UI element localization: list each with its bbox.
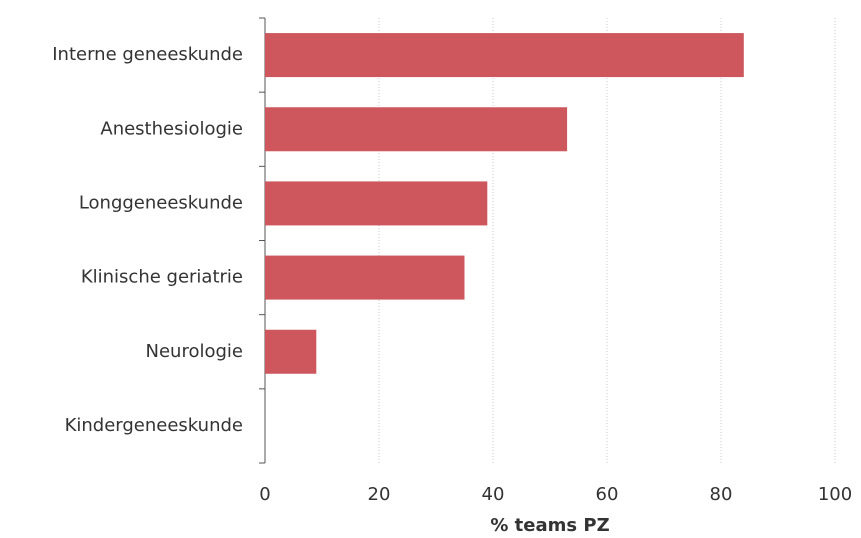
x-axis-title: % teams PZ xyxy=(490,515,609,536)
y-tick-label: Kindergeneeskunde xyxy=(65,415,243,436)
y-tick-label: Interne geneeskunde xyxy=(52,44,243,65)
x-tick-label: 100 xyxy=(818,484,852,505)
bar xyxy=(265,107,568,152)
x-tick-label: 20 xyxy=(368,484,391,505)
y-tick-label: Anesthesiologie xyxy=(100,118,243,139)
bar xyxy=(265,329,317,374)
x-tick-label: 60 xyxy=(596,484,619,505)
x-tick-label: 40 xyxy=(482,484,505,505)
y-tick-label: Longgeneeskunde xyxy=(79,192,243,213)
bar xyxy=(265,33,744,78)
x-tick-label: 0 xyxy=(259,484,270,505)
bar xyxy=(265,255,465,300)
y-tick-label: Neurologie xyxy=(146,341,243,362)
bar xyxy=(265,181,488,226)
y-tick-label: Klinische geriatrie xyxy=(81,267,243,288)
x-tick-label: 80 xyxy=(710,484,733,505)
